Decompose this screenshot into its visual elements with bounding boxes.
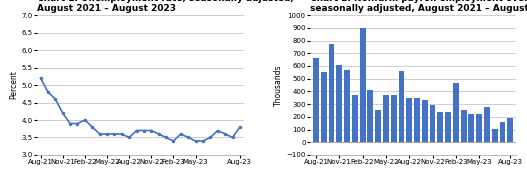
Bar	[422, 100, 428, 142]
Bar	[430, 105, 435, 142]
Bar	[367, 90, 373, 142]
Bar	[352, 95, 358, 142]
Bar	[453, 83, 459, 142]
Bar	[344, 70, 350, 142]
Y-axis label: Percent: Percent	[9, 71, 18, 99]
Bar	[461, 111, 466, 142]
Bar	[437, 112, 443, 142]
Bar	[398, 71, 404, 142]
Text: Chart 1. Unemployment rate, seasonally adjusted,
August 2021 – August 2023: Chart 1. Unemployment rate, seasonally a…	[37, 0, 294, 13]
Bar	[313, 58, 319, 142]
Bar	[383, 95, 389, 142]
Bar	[445, 112, 451, 142]
Bar	[329, 44, 335, 142]
Bar	[469, 114, 474, 142]
Text: Chart 2. Nonfarm payroll employment over-the-month change,
seasonally adjusted, : Chart 2. Nonfarm payroll employment over…	[310, 0, 527, 13]
Bar	[406, 98, 412, 142]
Bar	[476, 114, 482, 142]
Bar	[484, 107, 490, 142]
Bar	[375, 111, 381, 142]
Bar	[508, 119, 513, 142]
Bar	[360, 28, 366, 142]
Bar	[492, 129, 497, 142]
Bar	[336, 65, 342, 142]
Bar	[391, 95, 397, 142]
Bar	[414, 98, 420, 142]
Y-axis label: Thousands: Thousands	[275, 64, 284, 106]
Bar	[500, 122, 505, 142]
Bar	[321, 72, 327, 142]
